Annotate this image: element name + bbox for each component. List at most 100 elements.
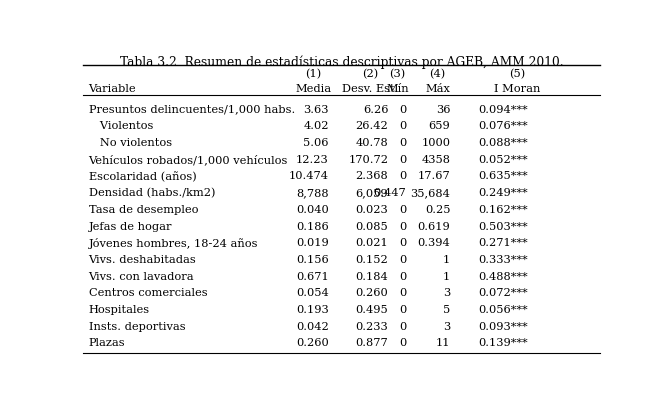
Text: 0: 0: [400, 221, 406, 231]
Text: 0: 0: [400, 238, 406, 248]
Text: No violentos: No violentos: [89, 138, 171, 148]
Text: Plazas: Plazas: [89, 338, 125, 348]
Text: Presuntos delincuentes/1,000 habs.: Presuntos delincuentes/1,000 habs.: [89, 105, 295, 115]
Text: Vivs. deshabitadas: Vivs. deshabitadas: [89, 255, 196, 265]
Text: 0.023: 0.023: [356, 205, 388, 215]
Text: 11: 11: [436, 338, 450, 348]
Text: 40.78: 40.78: [356, 138, 388, 148]
Text: 0: 0: [400, 155, 406, 165]
Text: Mín: Mín: [386, 84, 409, 94]
Text: 659: 659: [429, 121, 450, 131]
Text: 0.085: 0.085: [356, 221, 388, 231]
Text: 0: 0: [400, 338, 406, 348]
Text: 12.23: 12.23: [296, 155, 329, 165]
Text: 0.093***: 0.093***: [478, 322, 528, 332]
Text: 2.368: 2.368: [356, 171, 388, 181]
Text: 0.260: 0.260: [296, 338, 329, 348]
Text: 170.72: 170.72: [348, 155, 388, 165]
Text: 0.447: 0.447: [374, 188, 406, 198]
Text: 0.019: 0.019: [296, 238, 329, 248]
Text: 0.054: 0.054: [296, 288, 329, 298]
Text: 10.474: 10.474: [289, 171, 329, 181]
Text: 0: 0: [400, 255, 406, 265]
Text: 0.184: 0.184: [356, 271, 388, 281]
Text: 0.094***: 0.094***: [478, 105, 528, 115]
Text: Jóvenes hombres, 18-24 años: Jóvenes hombres, 18-24 años: [89, 238, 258, 249]
Text: 4.02: 4.02: [303, 121, 329, 131]
Text: 0.271***: 0.271***: [478, 238, 528, 248]
Text: Tasa de desempleo: Tasa de desempleo: [89, 205, 198, 215]
Text: 0: 0: [400, 105, 406, 115]
Text: 3: 3: [443, 322, 450, 332]
Text: (5): (5): [510, 69, 526, 80]
Text: 0.877: 0.877: [356, 338, 388, 348]
Text: 0.671: 0.671: [296, 271, 329, 281]
Text: I Moran: I Moran: [494, 84, 541, 94]
Text: (2): (2): [362, 69, 378, 80]
Text: 0: 0: [400, 205, 406, 215]
Text: 4358: 4358: [422, 155, 450, 165]
Text: 0.072***: 0.072***: [478, 288, 528, 298]
Text: Violentos: Violentos: [89, 121, 153, 131]
Text: 0.503***: 0.503***: [478, 221, 528, 231]
Text: Máx: Máx: [425, 84, 450, 94]
Text: 26.42: 26.42: [356, 121, 388, 131]
Text: 0.088***: 0.088***: [478, 138, 528, 148]
Text: (4): (4): [430, 69, 446, 80]
Text: 0.042: 0.042: [296, 322, 329, 332]
Text: 35,684: 35,684: [410, 188, 450, 198]
Text: 36: 36: [436, 105, 450, 115]
Text: 0.076***: 0.076***: [478, 121, 528, 131]
Text: 0.249***: 0.249***: [478, 188, 528, 198]
Text: 8,788: 8,788: [296, 188, 329, 198]
Text: (1): (1): [305, 69, 321, 80]
Text: Desv. Est.: Desv. Est.: [342, 84, 398, 94]
Text: 0: 0: [400, 288, 406, 298]
Text: Vivs. con lavadora: Vivs. con lavadora: [89, 271, 194, 281]
Text: 6.26: 6.26: [363, 105, 388, 115]
Text: 0.052***: 0.052***: [478, 155, 528, 165]
Text: 0: 0: [400, 322, 406, 332]
Text: 0.394: 0.394: [418, 238, 450, 248]
Text: 0.488***: 0.488***: [478, 271, 528, 281]
Text: 0.056***: 0.056***: [478, 305, 528, 315]
Text: 1: 1: [443, 255, 450, 265]
Text: 0.139***: 0.139***: [478, 338, 528, 348]
Text: Escolaridad (años): Escolaridad (años): [89, 171, 196, 182]
Text: (3): (3): [390, 69, 406, 80]
Text: 0.260: 0.260: [356, 288, 388, 298]
Text: 0: 0: [400, 138, 406, 148]
Text: Media: Media: [295, 84, 331, 94]
Text: 0.495: 0.495: [356, 305, 388, 315]
Text: Tabla 3.2  Resumen de estadísticas descriptivas por AGEB, AMM 2010.: Tabla 3.2 Resumen de estadísticas descri…: [120, 55, 564, 69]
Text: 0.186: 0.186: [296, 221, 329, 231]
Text: 1000: 1000: [422, 138, 450, 148]
Text: 0.040: 0.040: [296, 205, 329, 215]
Text: Densidad (habs./km2): Densidad (habs./km2): [89, 188, 215, 198]
Text: 17.67: 17.67: [418, 171, 450, 181]
Text: 0.162***: 0.162***: [478, 205, 528, 215]
Text: 3: 3: [443, 288, 450, 298]
Text: 0: 0: [400, 171, 406, 181]
Text: 0.193: 0.193: [296, 305, 329, 315]
Text: Jefas de hogar: Jefas de hogar: [89, 221, 172, 231]
Text: 0.635***: 0.635***: [478, 171, 528, 181]
Text: Hospitales: Hospitales: [89, 305, 149, 315]
Text: 0.619: 0.619: [418, 221, 450, 231]
Text: 0: 0: [400, 271, 406, 281]
Text: 0: 0: [400, 305, 406, 315]
Text: 0.156: 0.156: [296, 255, 329, 265]
Text: Insts. deportivas: Insts. deportivas: [89, 322, 185, 332]
Text: Variable: Variable: [89, 84, 136, 94]
Text: 0: 0: [400, 121, 406, 131]
Text: 0.021: 0.021: [356, 238, 388, 248]
Text: 1: 1: [443, 271, 450, 281]
Text: 0.152: 0.152: [356, 255, 388, 265]
Text: 0.333***: 0.333***: [478, 255, 528, 265]
Text: 0.25: 0.25: [425, 205, 450, 215]
Text: Centros comerciales: Centros comerciales: [89, 288, 207, 298]
Text: 0.233: 0.233: [356, 322, 388, 332]
Text: 5.06: 5.06: [303, 138, 329, 148]
Text: 5: 5: [443, 305, 450, 315]
Text: 3.63: 3.63: [303, 105, 329, 115]
